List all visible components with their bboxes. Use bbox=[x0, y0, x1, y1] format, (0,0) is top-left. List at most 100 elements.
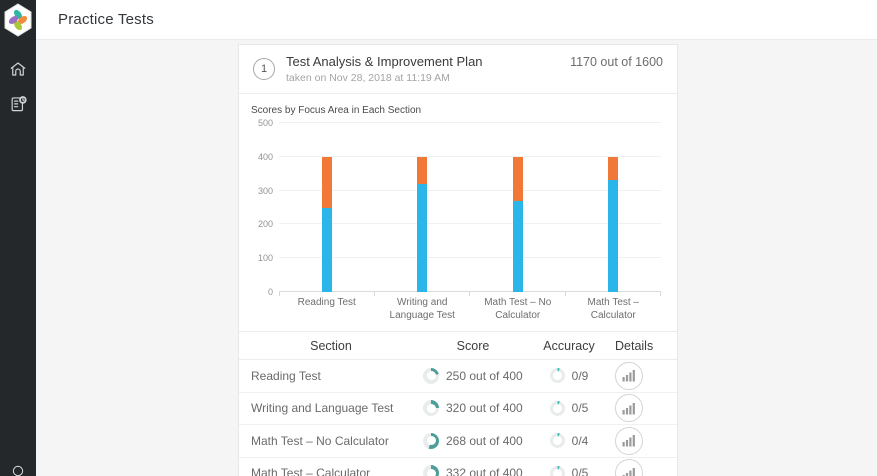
chart-title: Scores by Focus Area in Each Section bbox=[251, 105, 422, 116]
logo-pinwheel-icon bbox=[8, 9, 28, 31]
chart-gridline bbox=[279, 291, 661, 292]
card-header: 1 Test Analysis & Improvement Plan taken… bbox=[239, 45, 677, 94]
y-axis-tick-label: 200 bbox=[257, 219, 273, 230]
page-title: Practice Tests bbox=[58, 11, 154, 28]
stacked-bar bbox=[417, 156, 428, 292]
column-header-section: Section bbox=[310, 338, 352, 353]
score-donut-icon bbox=[423, 367, 439, 384]
bar-segment-score bbox=[512, 201, 523, 292]
score-cell: 250 out of 400 bbox=[423, 367, 523, 384]
accuracy-cell: 0/5 bbox=[523, 400, 615, 416]
accuracy-donut-icon bbox=[549, 465, 565, 476]
column-header-accuracy: Accuracy bbox=[543, 338, 595, 353]
stacked-bar bbox=[512, 156, 523, 292]
bar-segment-score bbox=[608, 179, 619, 292]
sidebar-item-home[interactable] bbox=[0, 52, 36, 86]
chart-gridline bbox=[279, 257, 661, 259]
score-cell: 320 out of 400 bbox=[423, 400, 523, 417]
bar-chart-icon bbox=[622, 467, 635, 476]
x-axis-category-label: Reading Test bbox=[297, 297, 356, 308]
account-icon bbox=[12, 465, 24, 476]
column-header-score: Score bbox=[456, 338, 490, 353]
accuracy-donut-icon bbox=[549, 400, 565, 416]
accuracy-text: 0/5 bbox=[571, 401, 589, 416]
y-axis-tick-label: 400 bbox=[257, 151, 273, 162]
accuracy-donut-icon bbox=[549, 433, 565, 449]
accuracy-cell: 0/4 bbox=[523, 433, 615, 449]
stacked-bar-chart: 0 100 200 300 400 500 bbox=[258, 118, 661, 297]
score-cell: 332 out of 400 bbox=[423, 465, 523, 476]
score-text: 332 out of 400 bbox=[446, 466, 523, 476]
table-row: Writing and Language Test 320 out of 400 0… bbox=[239, 393, 677, 425]
accuracy-text: 0/4 bbox=[571, 433, 589, 448]
table-row: Math Test – No Calculator 268 out of 400 0… bbox=[239, 425, 677, 458]
score-text: 250 out of 400 bbox=[446, 368, 523, 383]
bar-segment-score bbox=[321, 207, 332, 292]
card-subtitle: taken on Nov 28, 2018 at 11:19 AM bbox=[286, 72, 450, 84]
chart-category-segment bbox=[375, 123, 470, 296]
score-donut-icon bbox=[423, 432, 439, 449]
column-header-details: Details bbox=[615, 338, 654, 353]
chart-category-segment bbox=[470, 123, 566, 296]
bar-segment-remaining bbox=[512, 156, 523, 202]
main-content: 1 Test Analysis & Improvement Plan taken… bbox=[36, 40, 877, 476]
app-logo[interactable] bbox=[0, 0, 36, 40]
details-button[interactable] bbox=[615, 426, 643, 455]
table-header-row: Section Score Accuracy Details bbox=[239, 331, 677, 360]
total-score: 1170 out of 1600 bbox=[570, 55, 663, 69]
section-name: Reading Test bbox=[251, 368, 321, 383]
accuracy-cell: 0/9 bbox=[523, 368, 615, 384]
section-name: Math Test – Calculator bbox=[251, 466, 371, 476]
chart-x-axis-labels: Reading Test Writing and Language Test Mat… bbox=[279, 292, 661, 322]
score-donut-icon bbox=[423, 400, 439, 417]
card-title: Test Analysis & Improvement Plan bbox=[286, 54, 483, 69]
report-history-icon bbox=[11, 95, 27, 111]
y-axis-tick-label: 500 bbox=[257, 118, 273, 128]
sidebar-item-account[interactable] bbox=[0, 464, 36, 476]
score-text: 320 out of 400 bbox=[446, 401, 523, 416]
bar-chart-icon bbox=[622, 402, 635, 415]
section-name: Writing and Language Test bbox=[251, 401, 394, 416]
stacked-bar bbox=[608, 156, 619, 292]
home-icon bbox=[10, 62, 26, 76]
details-button[interactable] bbox=[615, 459, 643, 476]
details-button[interactable] bbox=[615, 361, 643, 390]
sidebar-item-reports[interactable] bbox=[0, 86, 36, 120]
sidebar bbox=[0, 0, 36, 476]
score-donut-icon bbox=[423, 465, 439, 476]
x-axis-category-label: Writing and Language Test bbox=[389, 297, 455, 321]
bar-segment-remaining bbox=[321, 156, 332, 208]
y-axis-tick-label: 100 bbox=[257, 253, 273, 264]
accuracy-donut-icon bbox=[549, 368, 565, 384]
details-button[interactable] bbox=[615, 394, 643, 423]
accuracy-text: 0/5 bbox=[571, 466, 589, 476]
bar-chart-icon bbox=[622, 370, 635, 382]
accuracy-cell: 0/5 bbox=[523, 465, 615, 476]
chart-gridline bbox=[279, 189, 661, 191]
accuracy-text: 0/9 bbox=[571, 368, 589, 383]
x-axis-category-label: Math Test – Calculator bbox=[587, 297, 639, 321]
table-row: Reading Test 250 out of 400 0/9 bbox=[239, 360, 677, 393]
chart-category-segment bbox=[279, 123, 375, 296]
bar-chart-icon bbox=[622, 435, 635, 447]
chart-gridline bbox=[279, 223, 661, 225]
y-axis-tick-label: 300 bbox=[257, 185, 273, 196]
bar-segment-remaining bbox=[417, 156, 428, 184]
chart-gridline bbox=[279, 155, 661, 157]
bar-segment-remaining bbox=[608, 156, 619, 180]
test-analysis-card: 1 Test Analysis & Improvement Plan taken… bbox=[238, 44, 678, 476]
step-number-badge: 1 bbox=[253, 58, 275, 80]
top-header: Practice Tests bbox=[36, 0, 877, 40]
chart-section: Scores by Focus Area in Each Section 0 10… bbox=[239, 94, 677, 322]
score-text: 268 out of 400 bbox=[446, 433, 523, 448]
stacked-bar bbox=[321, 156, 332, 292]
chart-category-segment bbox=[566, 123, 661, 296]
score-cell: 268 out of 400 bbox=[423, 432, 523, 449]
sections-table: Section Score Accuracy Details Reading Test… bbox=[239, 331, 677, 476]
section-name: Math Test – No Calculator bbox=[251, 433, 389, 448]
y-axis-tick-label: 0 bbox=[267, 287, 273, 297]
logo-hexagon-icon bbox=[4, 3, 32, 37]
table-row: Math Test – Calculator 332 out of 400 0/5 bbox=[239, 458, 677, 476]
x-axis-category-label: Math Test – No Calculator bbox=[484, 297, 552, 321]
chart-gridline bbox=[279, 122, 661, 123]
